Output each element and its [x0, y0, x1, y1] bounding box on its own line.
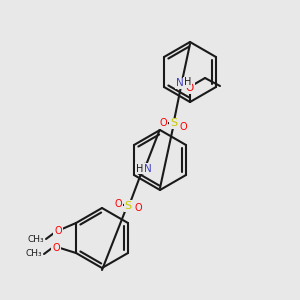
Text: S: S	[170, 118, 177, 128]
Text: CH₃: CH₃	[26, 250, 42, 259]
Text: H: H	[136, 164, 143, 174]
Text: O: O	[179, 122, 187, 132]
Text: O: O	[54, 226, 62, 236]
Text: CH₃: CH₃	[28, 235, 44, 244]
Text: O: O	[160, 118, 167, 128]
Text: H: H	[184, 77, 191, 87]
Text: O: O	[134, 203, 142, 213]
Text: N: N	[144, 164, 152, 174]
Text: O: O	[52, 243, 60, 253]
Text: O: O	[115, 199, 122, 209]
Text: S: S	[124, 201, 132, 211]
Text: N: N	[176, 78, 184, 88]
Text: O: O	[186, 83, 194, 93]
